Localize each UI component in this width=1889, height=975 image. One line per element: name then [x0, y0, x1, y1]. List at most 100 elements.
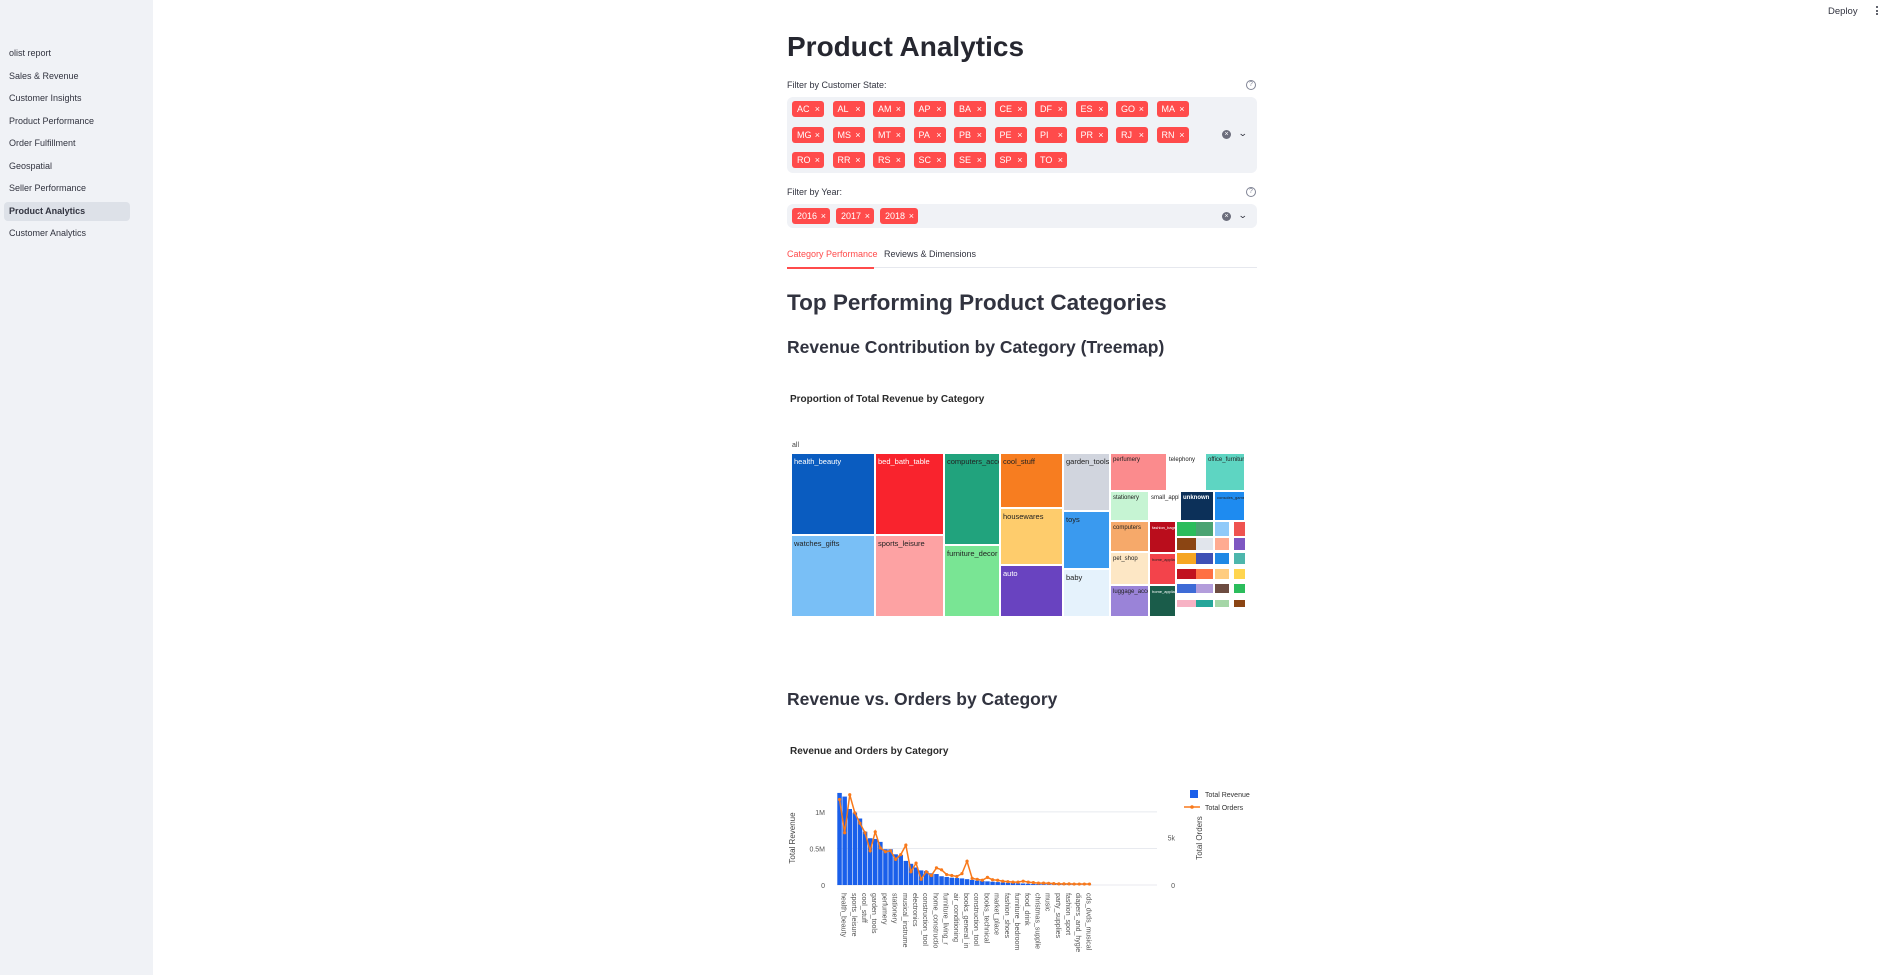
treemap-tile-toys[interactable]: toys — [1064, 512, 1109, 568]
treemap-tile-small[interactable] — [1196, 522, 1213, 536]
treemap-tile-small[interactable] — [1234, 553, 1245, 565]
treemap-tile-small[interactable] — [1215, 568, 1229, 579]
state-filter-chip[interactable]: BA × — [954, 101, 986, 117]
chip-remove-icon[interactable]: × — [1179, 129, 1185, 140]
state-filter-chip[interactable]: DF × — [1035, 101, 1067, 117]
treemap-tile-luggage-accessories[interactable]: luggage_accessories — [1111, 586, 1148, 616]
treemap-tile-garden-tools[interactable]: garden_tools — [1064, 454, 1109, 510]
state-filter-chip[interactable]: PA × — [913, 126, 946, 143]
treemap-tile-small[interactable] — [1196, 553, 1213, 565]
state-filter-chip[interactable]: PE × — [994, 126, 1027, 143]
treemap-tile-sports-leisure[interactable]: sports_leisure — [876, 536, 943, 616]
treemap-tile-small[interactable] — [1215, 599, 1229, 607]
chip-remove-icon[interactable]: × — [1057, 104, 1063, 114]
chip-remove-icon[interactable]: × — [976, 129, 982, 140]
state-multiselect[interactable]: × ⌄ AC × AL × AM × AP × BA × CE × DF × ES × GO × MA × MG × MS ×… — [787, 97, 1257, 173]
treemap-tile-small[interactable] — [1196, 584, 1213, 593]
state-filter-chip[interactable]: RJ × — [1116, 126, 1148, 143]
sidebar-item-product-performance[interactable]: Product Performance — [9, 115, 95, 126]
sidebar-item-customer-analytics[interactable]: Customer Analytics — [9, 228, 87, 238]
chip-remove-icon[interactable]: × — [1138, 104, 1144, 114]
treemap-tile-small[interactable] — [1177, 599, 1197, 607]
treemap-tile-small[interactable] — [1177, 537, 1197, 551]
chip-remove-icon[interactable]: × — [814, 129, 820, 140]
treemap-tile-cool-stuff[interactable]: cool_stuff — [1001, 454, 1062, 507]
clear-all-icon[interactable]: × — [1222, 130, 1231, 139]
chip-remove-icon[interactable]: × — [1138, 129, 1144, 140]
chip-remove-icon[interactable]: × — [895, 104, 901, 114]
state-filter-chip[interactable]: MT × — [873, 126, 905, 143]
state-filter-chip[interactable]: SP × — [994, 152, 1027, 168]
treemap-tile-auto[interactable]: auto — [1001, 566, 1062, 616]
kebab-menu-icon[interactable] — [1874, 5, 1880, 17]
treemap-tile-small[interactable] — [1177, 522, 1197, 536]
treemap-tile-stationery[interactable]: stationery — [1111, 492, 1148, 520]
chip-remove-icon[interactable]: × — [1017, 129, 1023, 140]
treemap-tile-small[interactable] — [1234, 522, 1245, 536]
chip-remove-icon[interactable]: × — [1057, 155, 1063, 165]
clear-all-icon[interactable]: × — [1222, 212, 1231, 221]
treemap-tile-consoles-games[interactable]: consoles_games — [1215, 492, 1244, 520]
chip-remove-icon[interactable]: × — [936, 104, 942, 114]
state-filter-chip[interactable]: SE × — [954, 152, 986, 168]
treemap-tile-fashion-bags-accessories[interactable]: fashion_bags_accessories — [1150, 522, 1175, 552]
treemap-tile-small[interactable] — [1196, 599, 1213, 607]
treemap-tile-unknown[interactable]: unknown — [1181, 492, 1213, 520]
year-multiselect[interactable]: × ⌄ 2016 × 2017 × 2018 × — [787, 204, 1257, 228]
chip-remove-icon[interactable]: × — [1017, 155, 1023, 165]
revenue-orders-chart[interactable]: 0 0.5M 1M 0 5k Total Revenue Total Orders healt… — [787, 780, 1257, 975]
treemap-tile-housewares[interactable]: housewares — [1001, 509, 1062, 564]
sidebar-item-seller-performance[interactable]: Seller Performance — [9, 183, 87, 193]
treemap-tile-small[interactable] — [1215, 522, 1229, 536]
revenue-treemap[interactable]: all health_beauty watches_gifts bed_bath_t… — [787, 438, 1257, 616]
chip-remove-icon[interactable]: × — [820, 211, 826, 221]
sidebar-item-customer-insights[interactable]: Customer Insights — [9, 93, 82, 103]
state-filter-chip[interactable]: AC × — [792, 101, 824, 117]
sidebar-item-product-analytics[interactable]: Product Analytics — [4, 201, 130, 221]
treemap-tile-small[interactable] — [1177, 553, 1197, 565]
chip-remove-icon[interactable]: × — [814, 104, 820, 114]
chip-remove-icon[interactable]: × — [855, 155, 861, 165]
tab-category-performance[interactable]: Category Performance — [787, 249, 878, 259]
state-filter-chip[interactable]: AP × — [913, 101, 946, 117]
chip-remove-icon[interactable]: × — [1098, 104, 1104, 114]
chip-remove-icon[interactable]: × — [1057, 129, 1063, 140]
treemap-tile-small[interactable] — [1215, 553, 1229, 565]
state-filter-chip[interactable]: MS × — [832, 126, 865, 143]
treemap-tile-small[interactable] — [1196, 568, 1213, 579]
chip-remove-icon[interactable]: × — [936, 129, 942, 140]
state-filter-chip[interactable]: RR × — [832, 152, 865, 168]
treemap-tile-small[interactable] — [1234, 584, 1245, 593]
treemap-tile-health-beauty[interactable]: health_beauty — [792, 454, 874, 534]
treemap-tile-pet-shop[interactable]: pet_shop — [1111, 553, 1148, 584]
treemap-tile-small[interactable] — [1234, 599, 1245, 607]
chip-remove-icon[interactable]: × — [895, 129, 901, 140]
sidebar-item-sales-revenue[interactable]: Sales & Revenue — [9, 70, 79, 81]
chip-remove-icon[interactable]: × — [976, 104, 982, 114]
year-filter-chip[interactable]: 2016 × — [792, 208, 830, 224]
treemap-tile-baby[interactable]: baby — [1064, 570, 1109, 616]
chip-remove-icon[interactable]: × — [936, 155, 942, 165]
chip-remove-icon[interactable]: × — [1179, 104, 1185, 114]
question-circle-icon[interactable]: ? — [1246, 187, 1256, 197]
tab-reviews-dimensions[interactable]: Reviews & Dimensions — [884, 249, 977, 259]
treemap-tile-small-appliances[interactable]: small_appliances — [1149, 492, 1179, 520]
treemap-tile-small[interactable] — [1234, 537, 1245, 551]
state-filter-chip[interactable]: PI × — [1035, 126, 1067, 143]
treemap-tile-small[interactable] — [1215, 537, 1229, 551]
treemap-tile-small[interactable] — [1177, 584, 1197, 593]
state-filter-chip[interactable]: ES × — [1075, 101, 1108, 117]
chip-remove-icon[interactable]: × — [814, 155, 820, 165]
state-filter-chip[interactable]: PR × — [1075, 126, 1108, 143]
state-filter-chip[interactable]: PB × — [954, 126, 986, 143]
treemap-tile-office-furniture[interactable]: office_furniture — [1206, 454, 1244, 490]
treemap-tile-perfumery[interactable]: perfumery — [1111, 454, 1166, 490]
question-circle-icon[interactable]: ? — [1246, 80, 1256, 90]
state-filter-chip[interactable]: CE × — [994, 101, 1027, 117]
sidebar-item-order-fulfillment[interactable]: Order Fulfillment — [9, 138, 76, 148]
treemap-tile-computers[interactable]: computers — [1111, 522, 1148, 551]
chip-remove-icon[interactable]: × — [976, 155, 982, 165]
state-filter-chip[interactable]: GO × — [1116, 101, 1148, 117]
treemap-tile-small[interactable] — [1234, 568, 1245, 579]
treemap-tile-watches-gifts[interactable]: watches_gifts — [792, 536, 874, 616]
